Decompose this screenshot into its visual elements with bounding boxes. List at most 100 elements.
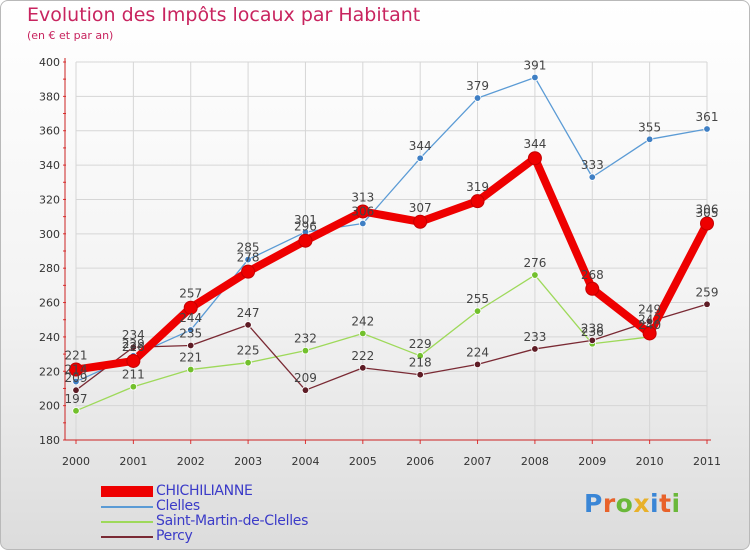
data-point-saint-martin-de-clelles [187, 365, 195, 374]
x-tick-label: 2004 [291, 455, 319, 468]
data-point-percy [359, 364, 367, 372]
x-tick-label: 2003 [234, 455, 262, 468]
data-point-saint-martin-de-clelles [72, 407, 80, 415]
data-point-clelles [416, 154, 424, 162]
data-label-percy: 238 [581, 321, 604, 335]
data-point-clelles [473, 94, 482, 102]
x-tick-label: 2005 [349, 455, 377, 468]
series-lines-layer [72, 76, 711, 412]
x-tick-label: 2007 [464, 455, 492, 468]
data-label-saint-martin-de-clelles: 276 [523, 256, 546, 270]
series-line-saint-martin-de-clelles [75, 224, 708, 412]
data-point-chichilianne [585, 281, 600, 296]
data-label-chichilianne: 296 [294, 220, 317, 234]
data-label-percy: 235 [179, 327, 202, 341]
axes-layer: 180 200 220 240 260 280 300 320 340 360 380 400 2000… [39, 56, 721, 468]
data-point-chichilianne [700, 216, 714, 231]
x-tick-label: 2001 [119, 455, 147, 468]
series-line-percy [75, 303, 708, 391]
data-point-percy [129, 343, 138, 351]
data-label-clelles: 301 [294, 213, 317, 227]
x-tick-label: 2010 [636, 455, 664, 468]
data-label-percy: 259 [696, 285, 719, 299]
data-point-chichilianne [642, 326, 657, 341]
data-label-clelles: 333 [581, 158, 604, 172]
grid-layer [75, 61, 708, 441]
data-point-saint-martin-de-clelles [359, 329, 367, 338]
data-point-percy [473, 360, 482, 369]
data-point-percy [187, 341, 195, 350]
y-tick-label: 360 [39, 125, 60, 138]
data-point-percy [703, 300, 711, 308]
data-point-clelles [244, 255, 252, 264]
logo-letter: t [659, 489, 672, 518]
logo-letter: o [615, 489, 634, 518]
data-point-saint-martin-de-clelles [301, 346, 310, 355]
data-label-chichilianne: 306 [696, 203, 719, 217]
data-label-saint-martin-de-clelles: 232 [294, 332, 317, 346]
data-point-chichilianne [413, 214, 428, 229]
data-point-percy [416, 371, 424, 379]
data-label-clelles: 244 [179, 311, 202, 325]
data-point-chichilianne [527, 151, 542, 166]
y-tick-label: 320 [39, 193, 60, 206]
data-label-chichilianne: 268 [581, 268, 604, 282]
logo-letter: r [602, 489, 616, 518]
data-labels-layer: 214 229 244 285 301 306 344 379 391 333 355 361 197 2… [65, 58, 719, 405]
data-label-clelles: 214 [65, 363, 88, 377]
data-label-chichilianne: 242 [638, 312, 661, 326]
y-tick-label: 400 [39, 56, 60, 69]
x-tick-label: 2002 [177, 455, 205, 468]
data-label-saint-martin-de-clelles: 211 [122, 368, 145, 382]
data-point-clelles [645, 135, 654, 144]
y-tick-label: 340 [39, 159, 60, 172]
chart-subtitle: (en € et par an) [27, 29, 114, 42]
data-label-saint-martin-de-clelles: 305 [696, 206, 719, 220]
data-label-saint-martin-de-clelles: 229 [409, 337, 432, 351]
data-label-clelles: 391 [523, 58, 546, 72]
chart-title: Evolution des Impôts locaux par Habitant [27, 4, 421, 26]
data-point-clelles [531, 73, 539, 82]
data-point-chichilianne [183, 300, 198, 315]
data-point-percy [244, 321, 252, 329]
x-tick-label: 2006 [406, 455, 434, 468]
data-label-saint-martin-de-clelles: 242 [351, 314, 374, 328]
legend-label: CHICHILIANNE [156, 483, 253, 499]
data-point-clelles [359, 219, 367, 228]
data-point-percy [588, 336, 596, 345]
x-tick-label: 2000 [62, 455, 90, 468]
data-label-percy: 209 [294, 371, 317, 385]
data-point-percy [301, 386, 310, 394]
y-tick-label: 180 [39, 434, 60, 447]
logo-letter: i [650, 489, 660, 518]
data-point-chichilianne [69, 362, 83, 377]
data-label-percy: 222 [351, 349, 374, 363]
data-label-clelles: 306 [351, 205, 374, 219]
logo-letter: i [671, 489, 681, 518]
data-label-percy: 249 [638, 302, 661, 316]
data-label-percy: 247 [237, 306, 260, 320]
data-label-chichilianne: 226 [122, 340, 145, 354]
series-points-layer [69, 73, 714, 415]
data-point-percy [72, 386, 80, 394]
data-point-chichilianne [241, 264, 256, 279]
y-tick-label: 280 [39, 262, 60, 275]
proxiti-logo: Proxiti [584, 489, 681, 518]
data-point-clelles [703, 125, 711, 133]
data-label-saint-martin-de-clelles: 236 [581, 325, 604, 339]
data-label-saint-martin-de-clelles: 225 [237, 344, 260, 358]
x-tick-label: 2011 [693, 455, 721, 468]
legend-swatch [101, 536, 153, 538]
data-label-percy: 224 [466, 345, 489, 359]
data-point-saint-martin-de-clelles [129, 383, 138, 391]
logo-letter: x [633, 489, 650, 518]
data-label-chichilianne: 278 [237, 251, 260, 265]
y-tick-label: 240 [39, 331, 60, 344]
data-label-clelles: 229 [122, 337, 145, 351]
legend-label: Clelles [156, 498, 200, 514]
data-label-chichilianne: 344 [523, 137, 546, 151]
data-point-clelles [187, 326, 195, 334]
data-label-percy: 218 [409, 356, 432, 370]
